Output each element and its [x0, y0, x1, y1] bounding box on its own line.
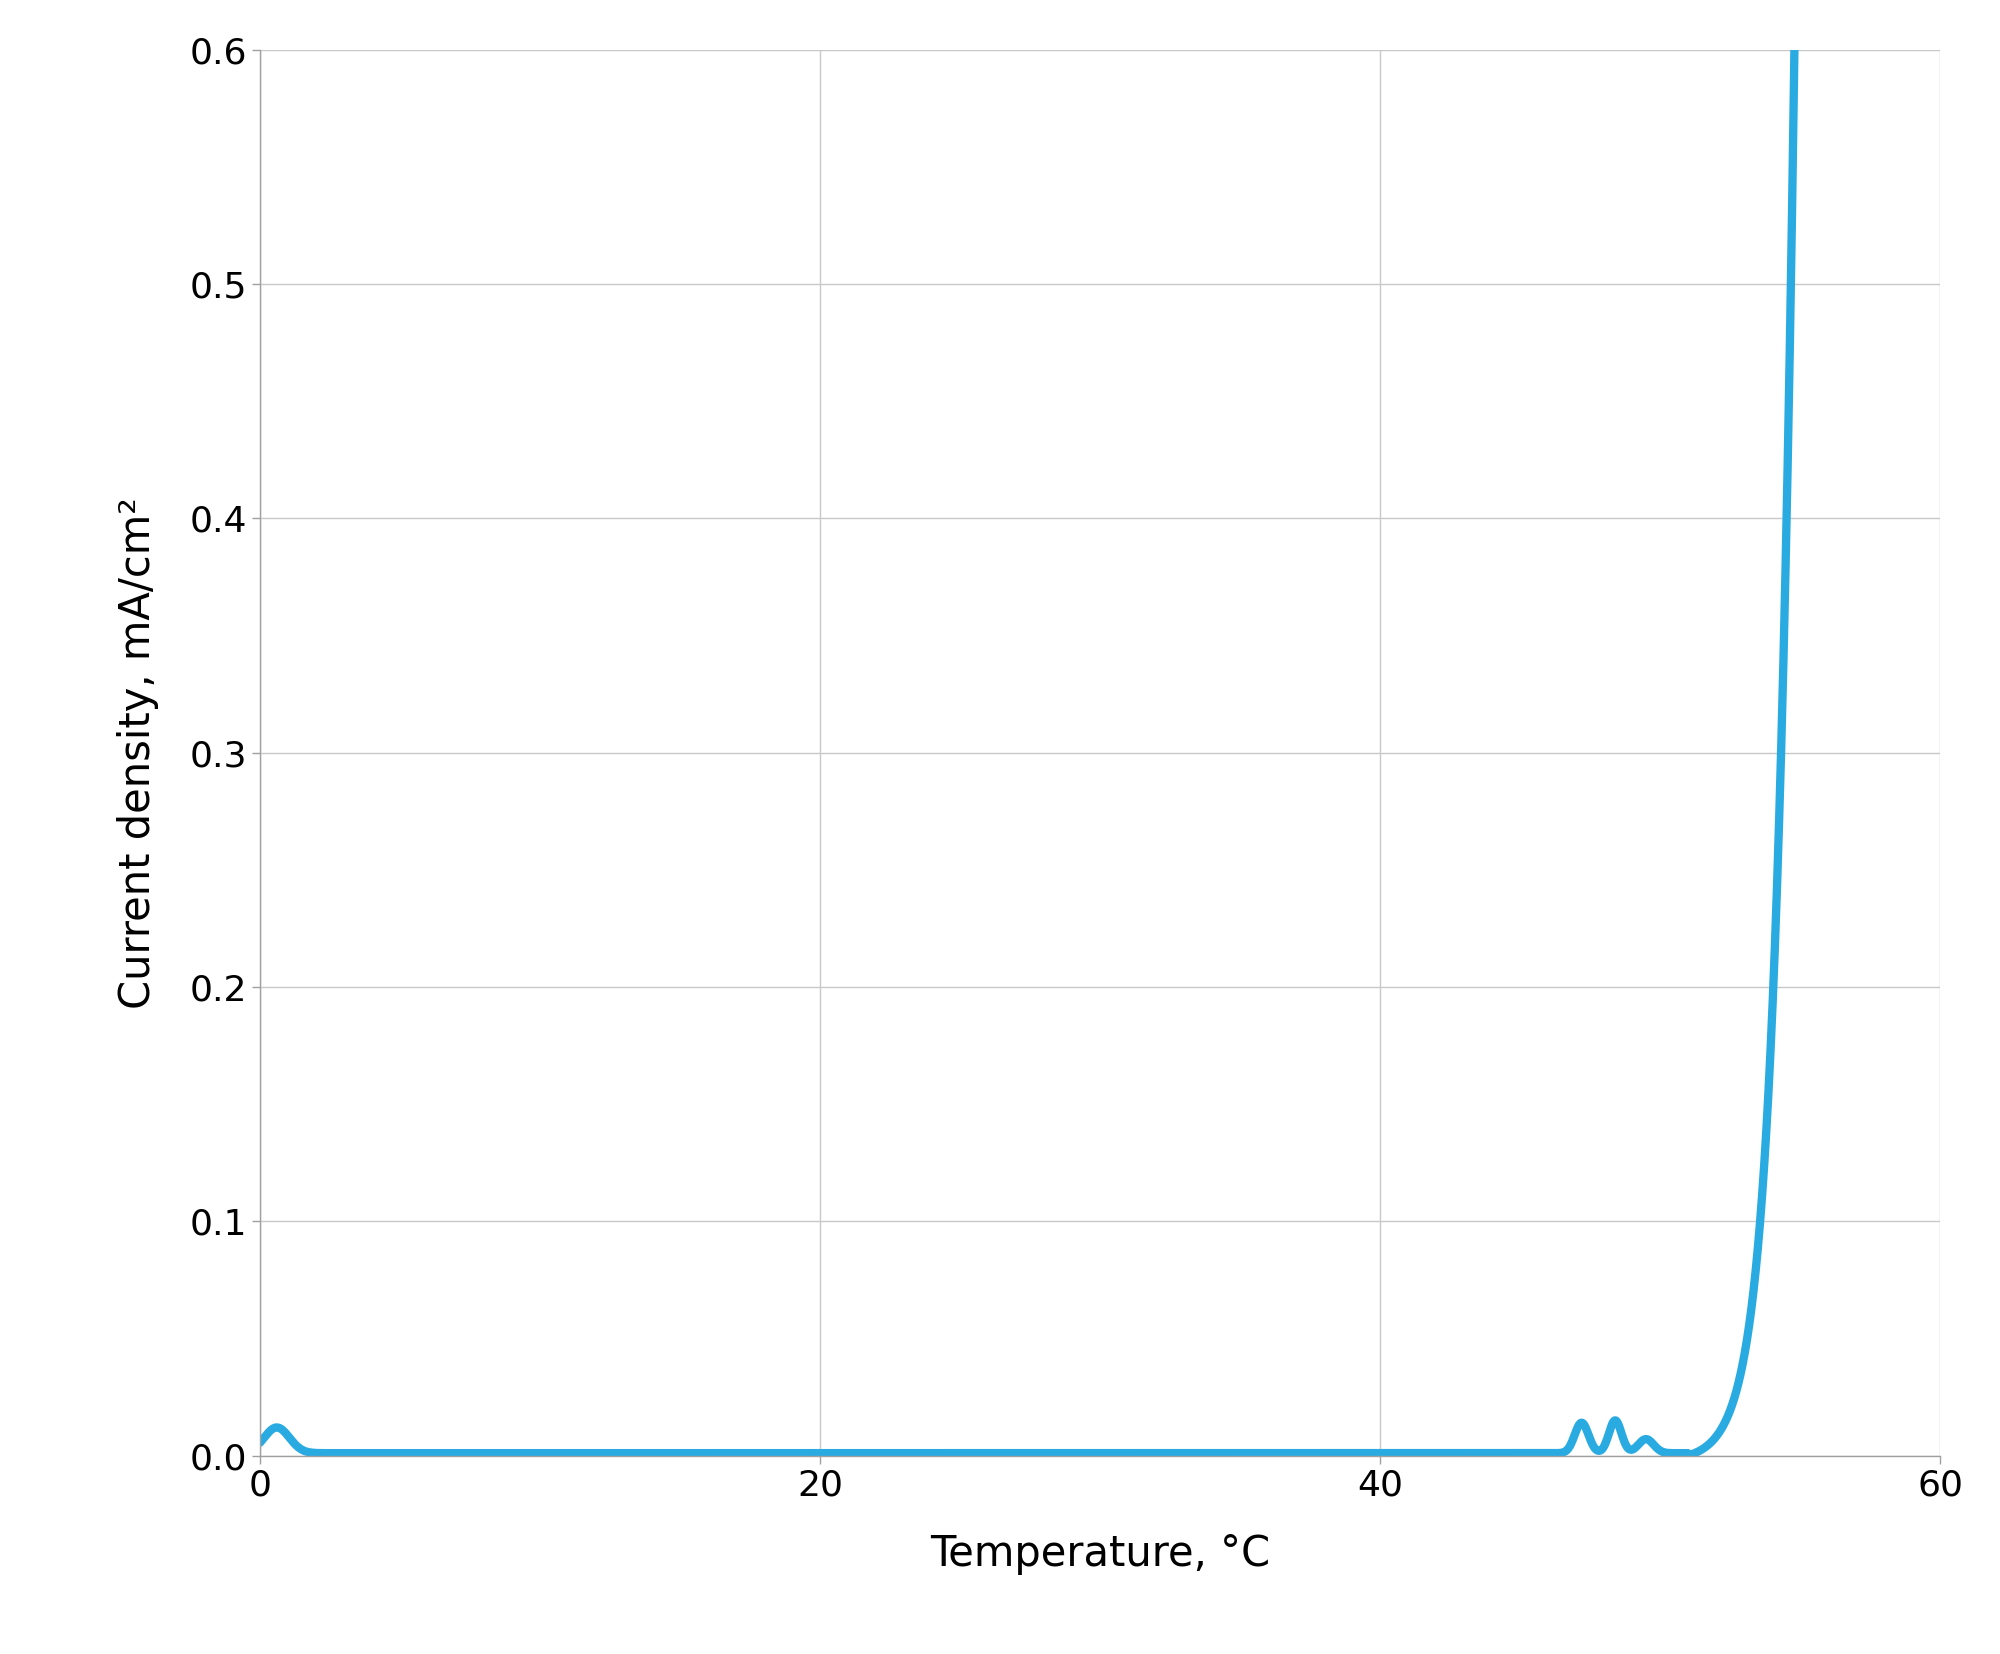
- Y-axis label: Current density, mA/cm²: Current density, mA/cm²: [116, 496, 158, 1009]
- X-axis label: Temperature, °C: Temperature, °C: [930, 1533, 1270, 1575]
